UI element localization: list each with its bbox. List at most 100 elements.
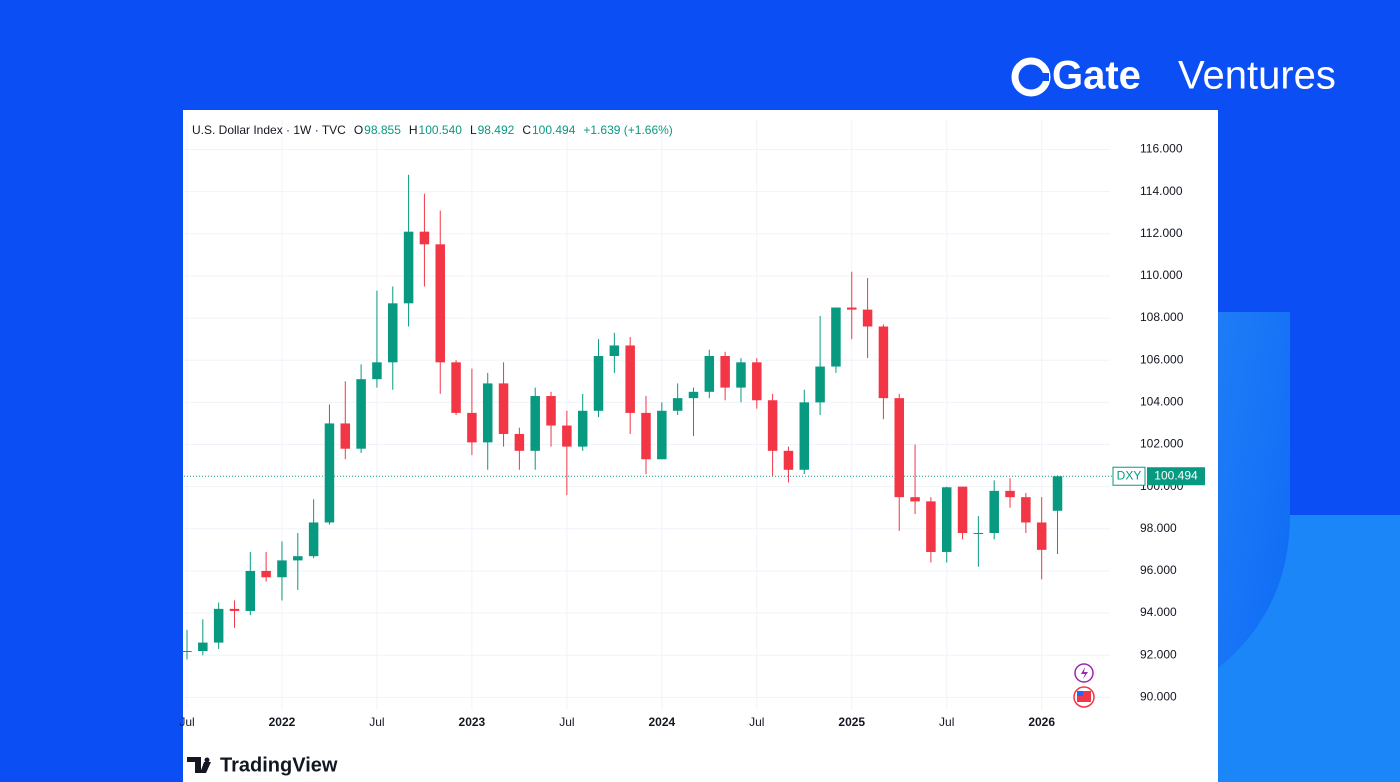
candle-body [308,522,319,557]
chart-panel [183,110,1218,782]
x-tick-label: 2025 [838,715,865,729]
candle-body [767,400,778,451]
y-tick-label: 94.000 [1140,605,1177,619]
x-tick-label: Jul [369,715,384,729]
candle-body [403,231,414,304]
candle-body [862,309,873,327]
candle-body [435,244,445,363]
candle-body [672,398,683,411]
legend-key: H [409,123,418,137]
y-tick-label: 104.000 [1140,395,1184,409]
candle-body [546,396,556,426]
y-tick-label: 106.000 [1140,352,1184,366]
candle-body [926,501,936,552]
candle-body [277,560,287,578]
legend-value: 98.492 [478,123,515,137]
candle-body [831,307,841,367]
candle-body [419,231,430,245]
candle-body [388,303,398,363]
candle-body [577,410,588,447]
last-price-label: 100.494 [1154,468,1198,482]
candle-body [213,608,224,643]
y-tick-label: 102.000 [1140,437,1184,451]
y-tick-label: 92.000 [1140,647,1177,661]
footer-logo [187,757,211,773]
candle-body [1052,476,1063,511]
candle-body [783,450,794,470]
candle-body [815,366,825,403]
candle-body [593,356,604,411]
candle-body [340,423,351,449]
y-tick-label: 108.000 [1140,310,1184,324]
event-icon [1077,691,1083,696]
x-tick-label: Jul [749,715,764,729]
candle-body [894,398,904,498]
x-tick-label: 2022 [269,715,296,729]
decoration [1218,515,1400,782]
legend-value: 98.855 [364,123,401,137]
candle-body [229,608,240,611]
candle-body [641,412,651,460]
y-tick-label: 90.000 [1140,690,1177,704]
y-tick-label: 116.000 [1140,142,1183,156]
x-tick-label: 2026 [1028,715,1055,729]
legend-symbol: U.S. Dollar Index · 1W · TVC [192,123,346,137]
candle-body [372,362,382,380]
x-tick-label: Jul [179,715,194,729]
event-icon [1077,691,1091,702]
candle-body [799,402,810,470]
candle-body [720,356,730,388]
brand-name: Gate [1052,54,1141,98]
symbol-tag-box [1112,466,1146,486]
y-tick-label: 98.000 [1140,521,1177,535]
candle-body [752,362,762,401]
y-tick-label: 110.000 [1140,268,1183,282]
legend-key: O [354,123,363,137]
legend-value: 100.494 [532,123,576,137]
symbol-tag: DXY [1117,468,1142,482]
x-tick-label: 2023 [459,715,486,729]
candle-body [182,651,192,652]
candle-body [878,326,889,399]
candle-body [198,642,208,651]
candle-body [989,490,999,533]
candle-body [562,425,572,447]
plot [182,120,1112,710]
candle-body [625,345,635,413]
candle-body [1021,497,1031,523]
candle-body [736,362,746,388]
y-tick-label: 96.000 [1140,563,1177,577]
legend-key: L [470,123,477,137]
candle-body [609,345,620,356]
candle-body [1005,490,1015,498]
candle-body [910,497,920,502]
candle-body [657,410,667,460]
legend-key: C [522,123,531,137]
candle-body [467,412,477,443]
last-price-box [1147,467,1205,486]
candle-body [482,383,493,443]
footer-text: TradingView [220,754,338,776]
candle-body [498,383,509,434]
candle-body [245,570,256,611]
candle-body [941,487,952,552]
y-tick-label: 112.000 [1140,226,1183,240]
x-tick-label: 2024 [648,715,675,729]
candle-body [1036,522,1047,550]
candle-body [514,433,525,451]
candle-body [530,396,540,451]
event-icon [1081,667,1088,679]
candle-body [973,533,984,534]
y-tick-label: 114.000 [1140,184,1183,198]
footer-logo [204,757,210,763]
brand-suffix: Ventures [1178,54,1336,98]
candle-body [451,362,461,413]
x-tick-label: Jul [939,715,954,729]
brand-logo [1031,73,1049,81]
candle-body [847,307,857,310]
legend-change: +1.639 (+1.66%) [583,123,672,137]
candle-body [957,486,968,533]
candle-body [688,391,699,399]
